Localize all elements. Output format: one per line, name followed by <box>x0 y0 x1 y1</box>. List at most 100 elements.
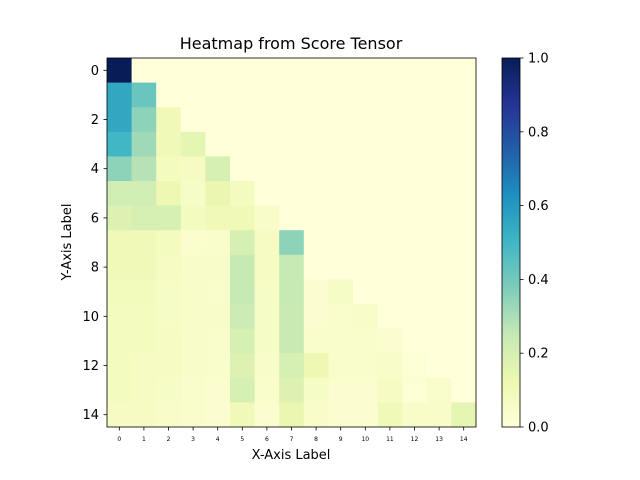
heatmap-cell <box>156 328 182 354</box>
colorbar <box>501 57 521 428</box>
heatmap-cell <box>426 82 452 108</box>
heatmap-cell <box>353 279 378 305</box>
heatmap-cell <box>377 254 403 280</box>
heatmap-cell <box>303 402 329 428</box>
heatmap-cell <box>426 279 452 305</box>
x-tick-label: 8 <box>314 436 318 443</box>
heatmap-cell <box>303 181 329 206</box>
heatmap-cell <box>451 82 477 108</box>
heatmap-cell <box>353 107 378 133</box>
heatmap-cell <box>205 205 231 231</box>
colorbar-tick-label: 0.0 <box>528 421 549 436</box>
heatmap-cell <box>254 205 280 231</box>
heatmap-cell <box>230 279 255 305</box>
x-tick-label: 2 <box>167 436 171 443</box>
heatmap-cell <box>303 58 329 83</box>
heatmap-cell <box>353 254 378 280</box>
heatmap-cell <box>279 279 305 305</box>
heatmap-cell <box>451 279 477 305</box>
x-tick-label: 0 <box>117 436 121 443</box>
heatmap-cell <box>426 402 452 428</box>
heatmap-cell <box>230 304 255 329</box>
y-tick-label: 2 <box>91 113 99 128</box>
heatmap-cell <box>131 402 157 428</box>
heatmap-cell <box>353 131 378 157</box>
heatmap-cell <box>402 353 428 379</box>
heatmap-cell <box>328 156 354 182</box>
heatmap-cell <box>107 279 132 305</box>
heatmap-cell <box>328 181 354 206</box>
heatmap-cell <box>131 279 157 305</box>
heatmap-cell <box>107 107 132 133</box>
heatmap-cell <box>279 156 305 182</box>
heatmap-cell <box>328 279 354 305</box>
heatmap-cell <box>426 131 452 157</box>
heatmap-cell <box>230 230 255 256</box>
heatmap-cell <box>107 304 132 329</box>
heatmap-cell <box>205 156 231 182</box>
colorbar-ticks: 0.0 0.2 0.4 0.6 0.8 1.0 <box>520 52 549 436</box>
heatmap-cell <box>230 353 255 379</box>
heatmap-cell <box>328 402 354 428</box>
heatmap-cell <box>254 279 280 305</box>
heatmap-cell <box>107 402 132 428</box>
heatmap-cell <box>328 353 354 379</box>
heatmap-cell <box>451 377 477 403</box>
heatmap-cell <box>254 181 280 206</box>
x-tick-label: 12 <box>411 436 419 443</box>
heatmap-cell <box>131 58 157 83</box>
heatmap-cell <box>451 304 477 329</box>
heatmap-cell <box>279 230 305 256</box>
heatmap-cell <box>131 181 157 206</box>
heatmap-cell <box>303 205 329 231</box>
heatmap-cell <box>451 230 477 256</box>
heatmap-cell <box>303 254 329 280</box>
heatmap-cell <box>426 156 452 182</box>
heatmap-cell <box>156 230 182 256</box>
x-tick-label: 9 <box>339 436 343 443</box>
heatmap-cell <box>402 402 428 428</box>
heatmap-cell <box>451 181 477 206</box>
heatmap-cell <box>328 58 354 83</box>
heatmap-cell <box>303 279 329 305</box>
chart-title: Heatmap from Score Tensor <box>180 34 403 53</box>
heatmap-cell <box>377 328 403 354</box>
heatmap-cell <box>402 230 428 256</box>
heatmap-cell <box>131 131 157 157</box>
heatmap-cell <box>451 353 477 379</box>
x-tick-label: 7 <box>290 436 294 443</box>
heatmap-cell <box>180 82 206 108</box>
colorbar-tick-label: 0.4 <box>528 273 549 288</box>
heatmap-cell <box>156 156 182 182</box>
heatmap-cell <box>205 131 231 157</box>
heatmap-cell <box>230 377 255 403</box>
heatmap-cell <box>377 156 403 182</box>
heatmap-cell <box>377 131 403 157</box>
y-axis-ticks: 0 2 4 6 8 10 12 14 <box>82 64 107 423</box>
y-axis-label: Y-Axis Label <box>60 204 75 282</box>
heatmap-cell <box>402 304 428 329</box>
heatmap-cell <box>107 377 132 403</box>
x-axis-label: X-Axis Label <box>252 448 331 463</box>
heatmap-cell <box>107 58 132 83</box>
heatmap-cell <box>451 254 477 280</box>
x-tick-label: 10 <box>361 436 369 443</box>
heatmap-cell <box>426 328 452 354</box>
heatmap-cell <box>230 107 255 133</box>
heatmap-cell <box>131 353 157 379</box>
heatmap-cell <box>230 328 255 354</box>
heatmap-cell <box>180 254 206 280</box>
heatmap-cell <box>353 82 378 108</box>
heatmap-cell <box>402 328 428 354</box>
heatmap-cell <box>377 377 403 403</box>
heatmap-cell <box>377 107 403 133</box>
heatmap-cell <box>353 304 378 329</box>
heatmap-cell <box>131 304 157 329</box>
x-tick-label: 1 <box>142 436 146 443</box>
heatmap-cell <box>180 402 206 428</box>
heatmap-cell <box>230 205 255 231</box>
heatmap-cell <box>205 230 231 256</box>
heatmap-cell <box>279 353 305 379</box>
heatmap-cell <box>451 328 477 354</box>
heatmap-cell <box>353 353 378 379</box>
